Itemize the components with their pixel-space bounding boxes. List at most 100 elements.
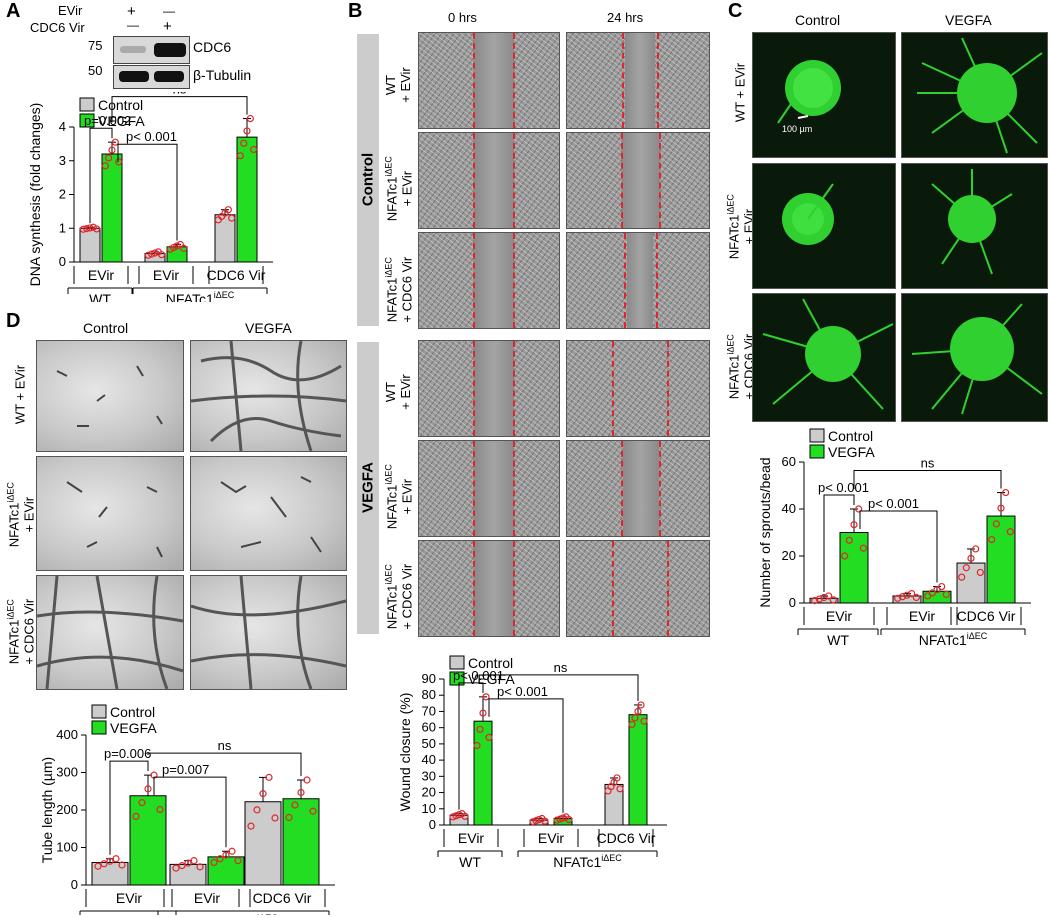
y-tick-label: 400 <box>56 727 78 742</box>
p-value-label: p< 0.001 <box>497 684 548 699</box>
sprout-image <box>752 163 896 289</box>
significance-bracket <box>853 470 1002 489</box>
blot-sign: — <box>163 4 175 18</box>
data-point <box>285 813 293 822</box>
bar-vegfa <box>986 515 1016 604</box>
bar-control <box>169 863 207 886</box>
y-tick-label: 40 <box>422 752 436 767</box>
genotype-label-wt: WT <box>827 632 849 648</box>
data-point <box>94 862 102 870</box>
blot-marker-75: 75 <box>88 38 103 53</box>
genotype-label-wt: WT <box>459 854 481 870</box>
row-label-nfatc1-evir: NFATc1iΔEC + EVir <box>383 464 415 530</box>
data-point <box>246 114 254 123</box>
data-point <box>908 590 916 598</box>
legend-label-control: Control <box>468 655 513 671</box>
y-axis-label: Tube length (µm) <box>39 757 55 863</box>
group-label: EVir <box>88 267 115 283</box>
data-point <box>210 858 218 867</box>
tube-image <box>190 456 347 571</box>
significance-bracket <box>458 682 484 810</box>
sprout-image <box>901 32 1048 158</box>
significance-bracket <box>823 494 855 592</box>
row-label-nfatc1-cdc6: NFATc1iΔEC + CDC6 Vir <box>383 256 415 323</box>
data-point <box>144 785 152 793</box>
y-tick-label: 0 <box>71 877 78 892</box>
data-point <box>222 851 230 859</box>
data-point <box>108 146 116 154</box>
p-value-label: p=0.007 <box>162 762 209 777</box>
significance-bracket <box>859 510 938 583</box>
data-point <box>565 815 573 824</box>
tube-image <box>36 340 184 452</box>
wound-image <box>566 340 710 437</box>
col-label-vegfa: VEGFA <box>945 12 992 28</box>
western-blot-tubulin <box>113 65 190 89</box>
data-point <box>234 857 242 865</box>
data-point <box>132 812 140 820</box>
bar-control <box>604 783 624 826</box>
sprout-image <box>901 163 1048 289</box>
y-tick-label: 300 <box>56 765 78 780</box>
group-label: CDC6 Vir <box>253 890 312 906</box>
data-point <box>112 855 120 863</box>
col-label-control: Control <box>83 320 129 336</box>
data-point <box>855 505 863 513</box>
data-point <box>170 244 178 252</box>
wound-image <box>566 440 710 537</box>
y-tick-label: 0 <box>789 595 796 610</box>
legend-label-control: Control <box>828 428 873 444</box>
data-point <box>476 725 484 733</box>
legend-swatch-control <box>449 655 465 670</box>
western-blot-cdc6 <box>113 36 190 64</box>
y-tick-label: 60 <box>782 454 796 469</box>
y-axis-label: DNA synthesis (fold changes) <box>27 103 43 287</box>
y-tick-label: 0 <box>429 817 436 832</box>
bar-vegfa <box>101 153 123 263</box>
data-point <box>100 860 108 868</box>
wound-image <box>418 440 560 537</box>
bar-vegfa <box>473 720 493 826</box>
legend-swatch-vegfa <box>449 671 465 686</box>
data-point <box>156 805 164 814</box>
blot-sign: + <box>163 18 172 35</box>
y-tick-label: 70 <box>422 703 436 718</box>
bar-control <box>214 214 236 263</box>
group-label: CDC6 Vir <box>957 608 1016 624</box>
data-point <box>912 593 920 602</box>
chart-a-dna-synthesis: 0 1 2 3 4 DNA synthesis (fold changes) Control… <box>27 92 273 302</box>
y-axis-label: Wound closure (%) <box>397 693 413 812</box>
ns-label: ns <box>921 456 935 471</box>
row-label-nfatc1-cdc6: NFATc1iΔEC + CDC6 Vir <box>383 563 415 630</box>
wound-image <box>566 132 710 229</box>
data-point <box>178 862 186 870</box>
band-label-cdc6: CDC6 <box>193 39 232 55</box>
data-point <box>151 249 159 257</box>
legend-swatch-control <box>809 428 825 443</box>
bar-vegfa <box>839 532 869 604</box>
time-label-24hrs: 24 hrs <box>607 10 644 25</box>
bar-control <box>91 862 129 886</box>
y-tick-label: 2 <box>59 187 66 202</box>
data-point <box>253 806 261 814</box>
data-point <box>105 154 113 162</box>
bar-vegfa <box>628 714 648 826</box>
data-point <box>190 857 198 865</box>
data-point <box>259 790 267 798</box>
group-label: EVir <box>153 267 180 283</box>
wound-image <box>566 232 710 329</box>
group-label: CDC6 Vir <box>207 267 266 283</box>
data-point <box>898 593 906 601</box>
sprout-image <box>901 293 1048 422</box>
data-point <box>93 225 101 233</box>
data-point <box>628 720 636 729</box>
data-point <box>976 568 984 577</box>
data-point <box>196 863 204 871</box>
group-label: EVir <box>538 830 565 846</box>
wound-image <box>418 132 560 229</box>
blot-sign: + <box>127 3 136 20</box>
y-tick-label: 0 <box>59 254 66 269</box>
data-point <box>962 564 970 572</box>
